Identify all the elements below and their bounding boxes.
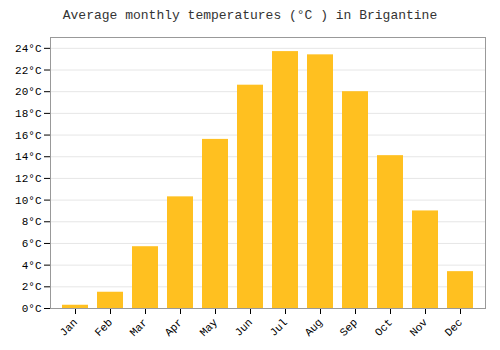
svg-text:16°C: 16°C xyxy=(15,130,42,142)
svg-text:Nov: Nov xyxy=(408,316,431,339)
svg-text:12°C: 12°C xyxy=(15,173,42,185)
svg-text:24°C: 24°C xyxy=(15,43,42,55)
svg-text:Jul: Jul xyxy=(268,316,290,338)
svg-text:14°C: 14°C xyxy=(15,151,42,163)
svg-text:10°C: 10°C xyxy=(15,195,42,207)
svg-text:Aug: Aug xyxy=(303,316,325,338)
svg-text:18°C: 18°C xyxy=(15,108,42,120)
html-text:Average monthly temperatures (: Average monthly temperatures (°C ) in Br… xyxy=(62,8,438,23)
svg-text:Jun: Jun xyxy=(233,316,255,338)
svg-text:Sep: Sep xyxy=(338,316,360,338)
svg-text:Apr: Apr xyxy=(163,316,185,338)
svg-text:0°C: 0°C xyxy=(22,303,42,315)
svg-text:2°C: 2°C xyxy=(22,281,42,293)
svg-text:May: May xyxy=(198,316,221,339)
svg-text:Jan: Jan xyxy=(58,316,80,338)
svg-text:6°C: 6°C xyxy=(22,238,42,250)
svg-text:Mar: Mar xyxy=(128,316,150,338)
svg-text:Dec: Dec xyxy=(443,316,465,338)
svg-text:4°C: 4°C xyxy=(22,260,42,272)
svg-text:8°C: 8°C xyxy=(22,216,42,228)
svg-text:Oct: Oct xyxy=(373,316,395,338)
svg-text:Feb: Feb xyxy=(93,316,115,338)
svg-text:22°C: 22°C xyxy=(15,65,42,77)
svg-text:20°C: 20°C xyxy=(15,86,42,98)
